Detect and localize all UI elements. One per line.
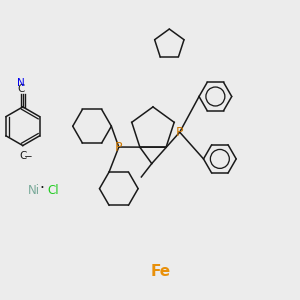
- Text: P: P: [176, 126, 184, 139]
- Text: P: P: [115, 140, 122, 154]
- Text: C: C: [18, 83, 25, 94]
- Text: −: −: [24, 152, 32, 162]
- Text: Fe: Fe: [150, 264, 170, 279]
- Text: Cl: Cl: [47, 184, 59, 196]
- Text: C: C: [19, 152, 26, 161]
- Text: Ni: Ni: [28, 184, 40, 196]
- Text: N: N: [17, 78, 25, 88]
- Text: ·: ·: [39, 181, 44, 196]
